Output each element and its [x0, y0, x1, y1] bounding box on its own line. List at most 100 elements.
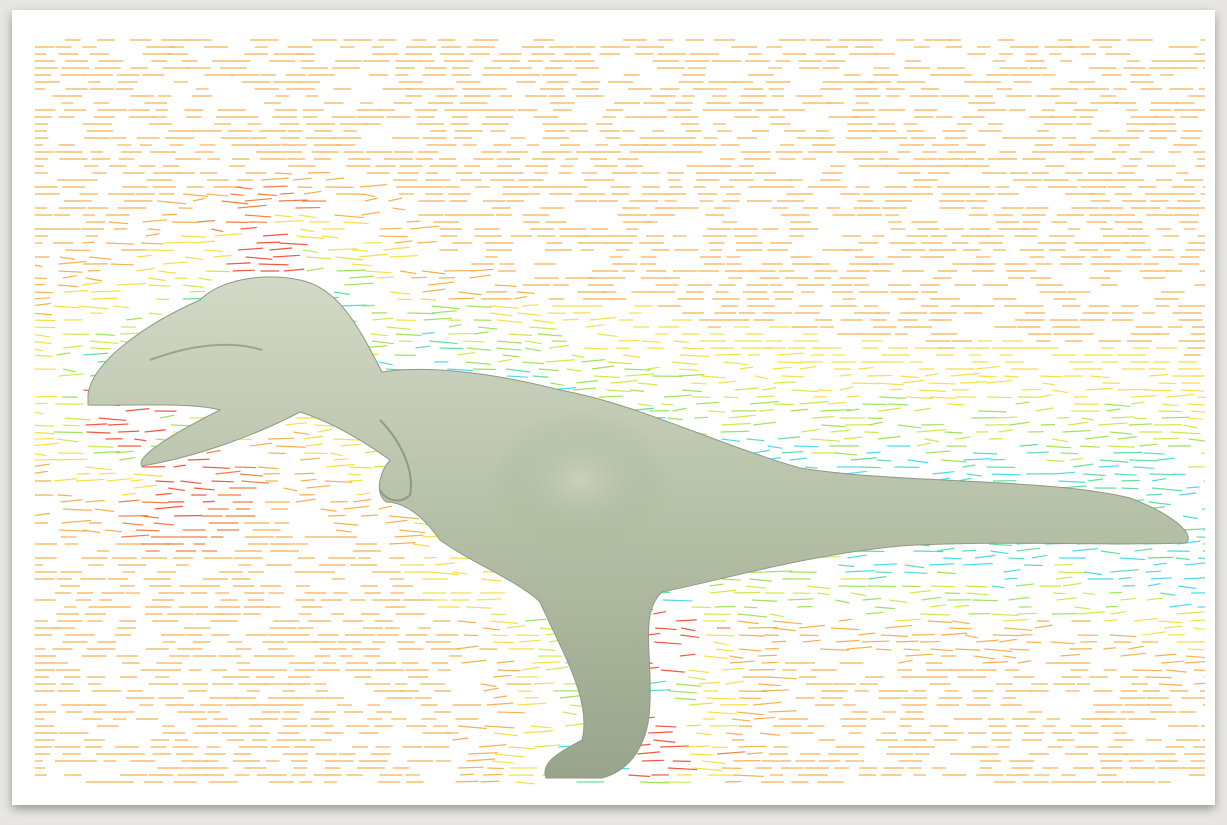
flow-streak — [1045, 445, 1072, 449]
flow-streak — [35, 348, 44, 352]
flow-streak — [624, 368, 651, 371]
flow-streak — [35, 470, 48, 474]
flow-streak — [130, 479, 143, 482]
flow-streak — [257, 193, 277, 197]
flow-streak — [1164, 625, 1182, 629]
flow-streak — [653, 610, 667, 615]
flow-streak — [134, 484, 158, 489]
flow-streak — [975, 365, 1000, 370]
flow-streak — [1161, 416, 1190, 419]
flow-streak — [992, 634, 1022, 637]
flow-streak — [793, 445, 819, 448]
flow-streak — [1193, 669, 1205, 672]
flow-streak — [989, 543, 1013, 547]
flow-streak — [434, 562, 455, 566]
flow-streak — [589, 316, 617, 321]
flow-streak — [303, 435, 324, 440]
flow-streak — [835, 639, 860, 643]
flow-streak — [963, 458, 992, 461]
flow-streak — [916, 429, 947, 433]
flow-streak — [1132, 669, 1163, 672]
flow-streak — [98, 417, 127, 422]
flow-streak — [738, 745, 767, 748]
flow-streak — [1104, 403, 1131, 408]
flow-streak — [734, 774, 764, 778]
flow-streak — [768, 676, 797, 680]
flow-streak — [107, 423, 129, 426]
flow-streak — [925, 450, 951, 454]
flow-streak — [58, 373, 85, 377]
flow-streak — [407, 312, 435, 315]
flow-streak — [721, 578, 741, 581]
flow-streak — [455, 780, 479, 783]
flow-streak — [753, 449, 771, 454]
flow-streak — [192, 197, 206, 202]
flow-streak — [731, 718, 751, 722]
flow-streak — [184, 256, 204, 261]
flow-streak — [739, 366, 754, 370]
flow-streak — [429, 571, 459, 576]
flow-streak — [187, 458, 210, 461]
flow-streak — [713, 641, 728, 646]
flow-streak — [87, 445, 114, 448]
flow-streak — [211, 480, 234, 483]
flow-streak — [667, 417, 684, 421]
flow-streak — [320, 508, 337, 512]
flow-streak — [1054, 563, 1073, 566]
flow-streak — [483, 687, 499, 692]
flow-streak — [1060, 452, 1079, 455]
flow-streak — [1190, 619, 1205, 622]
flow-streak — [1016, 612, 1037, 615]
flow-streak — [263, 233, 289, 237]
flow-streak — [1191, 410, 1205, 413]
flow-streak — [929, 396, 955, 400]
flow-streak — [701, 375, 726, 379]
flow-streak — [850, 457, 877, 461]
flow-streak — [858, 366, 874, 370]
flow-streak — [274, 214, 293, 218]
flow-streak — [1158, 620, 1183, 624]
flow-streak — [1015, 401, 1030, 405]
flow-streak — [516, 291, 536, 294]
flow-streak — [538, 368, 559, 372]
flow-streak — [58, 452, 84, 455]
flow-streak — [1100, 550, 1121, 555]
flow-streak — [82, 529, 101, 534]
flow-streak — [64, 289, 89, 293]
flow-streak — [335, 256, 364, 261]
flow-streak — [480, 683, 497, 688]
flow-streak — [1110, 611, 1127, 615]
flow-streak — [1200, 641, 1205, 643]
flow-streak — [83, 352, 109, 356]
flow-streak — [62, 275, 77, 279]
flow-streak — [428, 281, 455, 286]
flow-streak — [682, 347, 705, 350]
flow-streak — [480, 780, 500, 783]
flow-streak — [115, 450, 134, 454]
flow-streak — [830, 627, 860, 631]
flow-streak — [950, 372, 980, 377]
flow-streak — [641, 759, 664, 762]
flow-streak — [1003, 569, 1021, 573]
flow-streak — [1197, 557, 1205, 559]
flow-streak — [230, 193, 244, 196]
flow-streak — [637, 751, 661, 755]
flow-streak — [902, 379, 925, 384]
flow-streak — [1133, 617, 1158, 622]
flow-streak — [598, 395, 624, 398]
flow-streak — [35, 431, 56, 435]
flow-streak — [688, 669, 709, 674]
flow-streak — [1128, 645, 1144, 650]
flow-streak — [1039, 394, 1053, 398]
flow-streak — [362, 193, 376, 198]
flow-streak — [1031, 554, 1047, 559]
flow-streak — [1111, 416, 1135, 419]
flow-streak — [877, 435, 901, 440]
flow-streak — [95, 333, 115, 336]
flow-streak — [1114, 473, 1137, 476]
flow-streak — [1105, 605, 1119, 608]
flow-streak — [155, 480, 174, 483]
flow-streak — [954, 604, 970, 608]
flow-streak — [358, 253, 389, 258]
flow-streak — [144, 429, 166, 433]
